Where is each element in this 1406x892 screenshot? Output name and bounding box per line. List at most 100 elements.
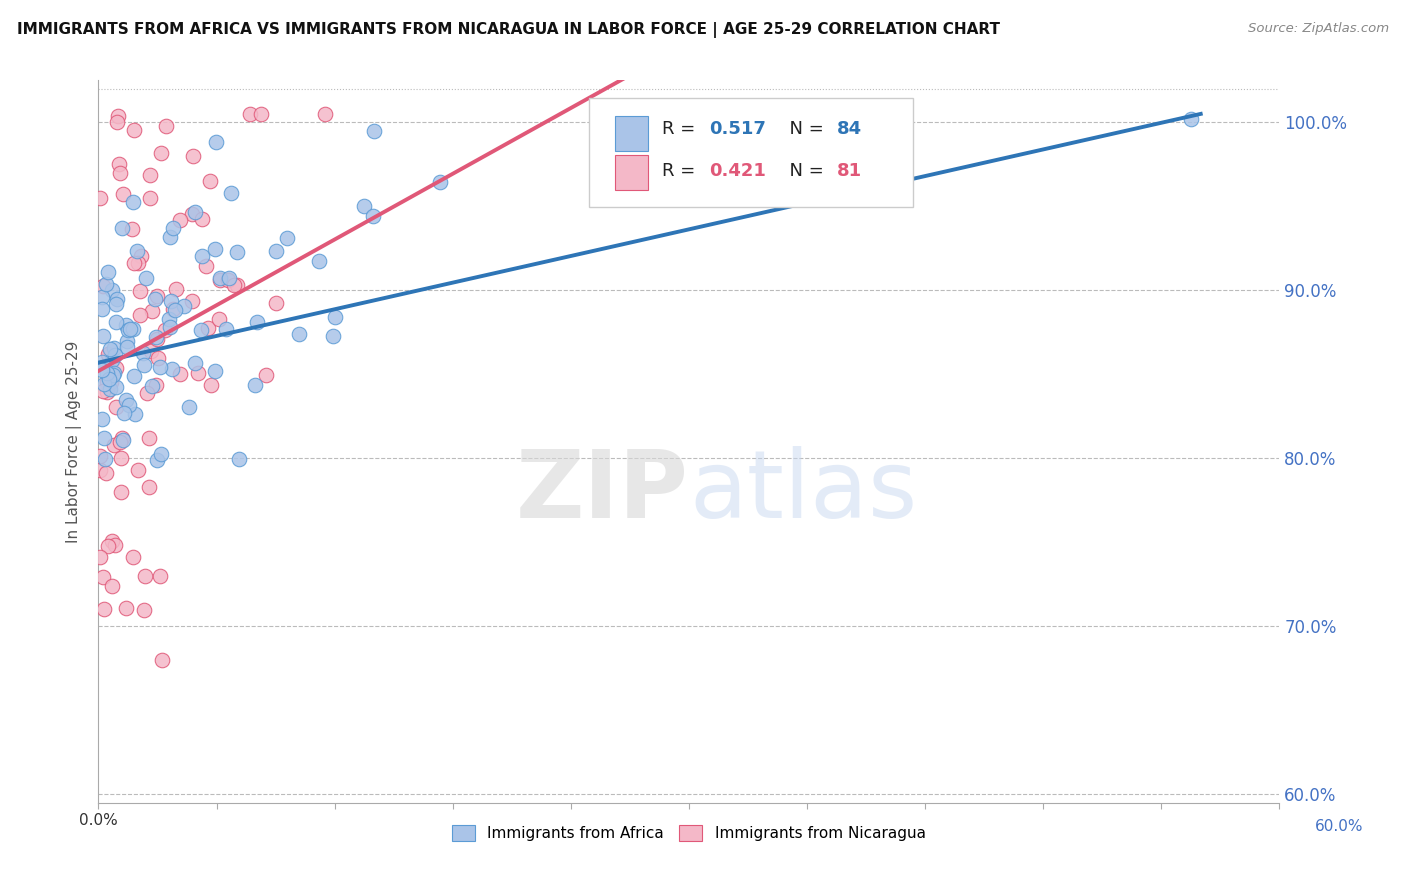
Point [108, 166, 131, 180]
Point [124, 123, 146, 137]
Text: 0.517: 0.517 [709, 120, 766, 138]
Point [89, 191, 111, 205]
Point [139, 191, 162, 205]
Point [149, 359, 172, 374]
Point [165, 282, 187, 296]
Point [187, 366, 209, 380]
Point [191, 249, 214, 263]
Text: N =: N = [778, 120, 830, 138]
Point [98, 349, 121, 363]
Point [118, 398, 141, 412]
Point [363, 124, 385, 138]
Point [104, 361, 127, 376]
Point [89, 463, 111, 477]
Point [105, 114, 128, 128]
Point [124, 408, 146, 422]
Point [322, 329, 344, 343]
Point [93, 384, 115, 398]
Text: R =: R = [662, 162, 700, 180]
Point [91, 412, 114, 426]
Point [149, 447, 172, 461]
Text: 81: 81 [837, 162, 862, 180]
Point [159, 294, 181, 309]
Point [114, 318, 136, 332]
Point [107, 157, 129, 171]
Point [194, 259, 217, 273]
Bar [614, 116, 648, 151]
Point [204, 363, 226, 377]
Point [184, 205, 207, 219]
Point [243, 378, 266, 392]
Point [184, 356, 207, 370]
Point [205, 135, 228, 149]
Point [363, 210, 385, 224]
Point [138, 431, 160, 445]
Point [91, 278, 114, 293]
Point [104, 297, 127, 311]
Text: atlas: atlas [689, 446, 917, 538]
Point [308, 253, 330, 268]
Point [264, 244, 287, 258]
Point [122, 256, 145, 270]
Point [141, 304, 163, 318]
Point [104, 537, 127, 551]
Point [100, 352, 122, 367]
Point [122, 322, 145, 336]
Point [250, 107, 273, 121]
Point [112, 433, 135, 447]
Point [101, 368, 124, 383]
Point [153, 322, 176, 336]
Point [180, 206, 202, 220]
Point [105, 292, 128, 306]
Bar [614, 155, 648, 190]
Point [208, 271, 231, 285]
Point [162, 301, 184, 316]
Point [226, 278, 249, 293]
Point [200, 174, 222, 188]
Text: N =: N = [778, 162, 830, 180]
Point [146, 289, 169, 303]
Point [222, 277, 245, 292]
Point [146, 351, 169, 365]
Text: 0.421: 0.421 [709, 162, 766, 180]
Point [93, 452, 115, 467]
Point [103, 366, 125, 380]
Point [121, 222, 143, 236]
Point [115, 601, 138, 615]
Point [104, 315, 127, 329]
Point [204, 243, 226, 257]
Point [96, 385, 118, 400]
Point [96, 366, 118, 380]
Point [97, 265, 120, 279]
Point [155, 119, 177, 133]
Point [127, 255, 149, 269]
Point [141, 343, 163, 358]
Point [100, 342, 122, 356]
Point [89, 449, 111, 463]
Point [159, 320, 181, 334]
Point [110, 485, 132, 500]
Point [246, 315, 269, 329]
Point [134, 569, 156, 583]
Point [200, 377, 222, 392]
Point [429, 175, 451, 189]
Point [179, 400, 201, 414]
Point [101, 579, 124, 593]
Point [127, 463, 149, 477]
Point [97, 347, 120, 361]
Point [132, 359, 155, 373]
Point [128, 308, 150, 322]
Text: Source: ZipAtlas.com: Source: ZipAtlas.com [1249, 22, 1389, 36]
Point [124, 368, 146, 383]
Point [138, 480, 160, 494]
Point [91, 329, 114, 343]
Text: 84: 84 [837, 120, 862, 138]
Point [120, 321, 142, 335]
Point [169, 367, 191, 381]
Point [181, 293, 204, 308]
Point [146, 453, 169, 467]
Point [89, 549, 111, 564]
Point [215, 321, 238, 335]
Point [226, 245, 249, 260]
Point [143, 293, 166, 307]
